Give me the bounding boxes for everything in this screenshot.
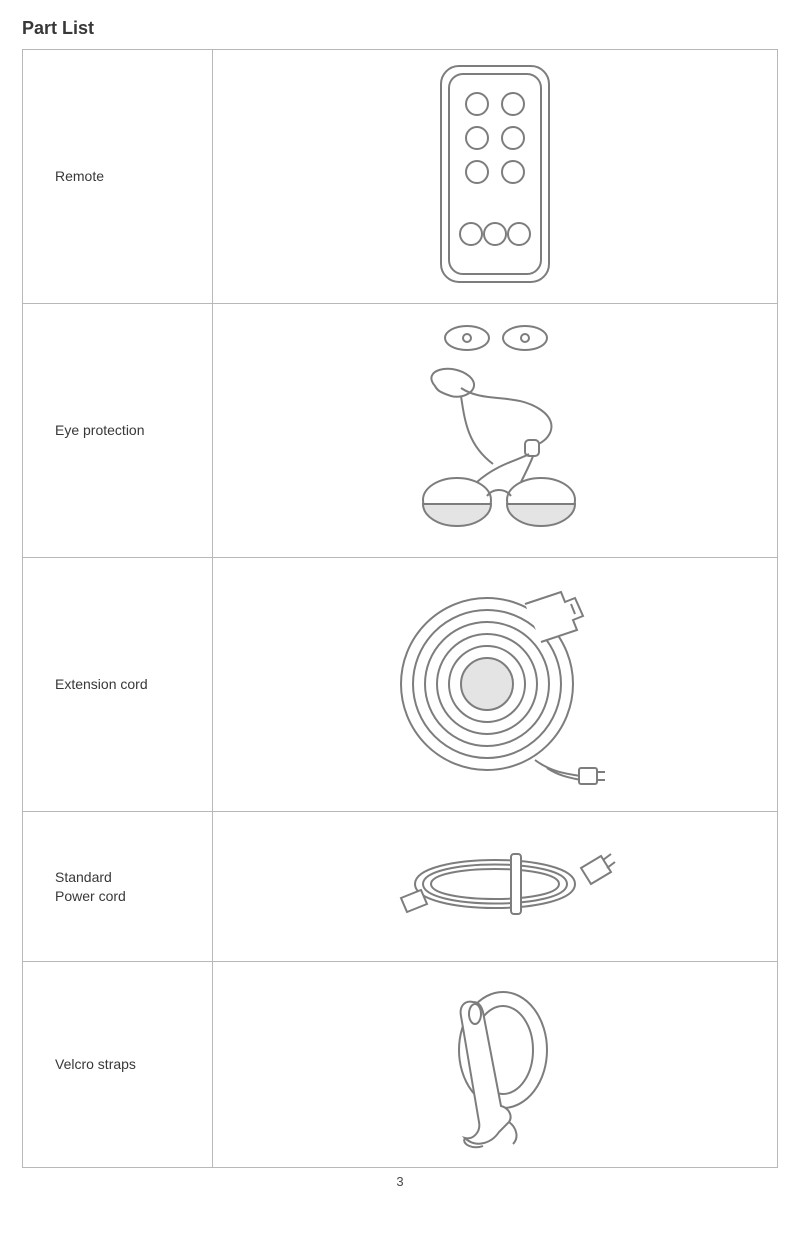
part-label-power-cord: Standard Power cord xyxy=(23,812,213,962)
part-label-power-cord-line1: Standard Power cord xyxy=(55,869,126,904)
page-number: 3 xyxy=(22,1174,778,1189)
part-image-remote xyxy=(213,50,778,304)
part-image-velcro-straps xyxy=(213,962,778,1168)
part-list-table: Remote xyxy=(22,49,778,1168)
table-row: Velcro straps xyxy=(23,962,778,1168)
page-title: Part List xyxy=(22,18,778,39)
table-row: Extension cord xyxy=(23,558,778,812)
table-row: Eye protection xyxy=(23,304,778,558)
remote-icon xyxy=(435,60,555,288)
part-label-remote: Remote xyxy=(23,50,213,304)
velcro-strap-icon xyxy=(425,972,565,1152)
part-image-eye-protection xyxy=(213,304,778,558)
table-row: Remote xyxy=(23,50,778,304)
extension-cord-icon xyxy=(375,568,615,796)
eye-protection-icon xyxy=(365,314,625,542)
table-row: Standard Power cord xyxy=(23,812,778,962)
part-image-power-cord xyxy=(213,812,778,962)
part-image-extension-cord xyxy=(213,558,778,812)
part-label-velcro-straps: Velcro straps xyxy=(23,962,213,1168)
part-label-eye-protection: Eye protection xyxy=(23,304,213,558)
power-cord-icon xyxy=(345,824,645,944)
part-label-extension-cord: Extension cord xyxy=(23,558,213,812)
